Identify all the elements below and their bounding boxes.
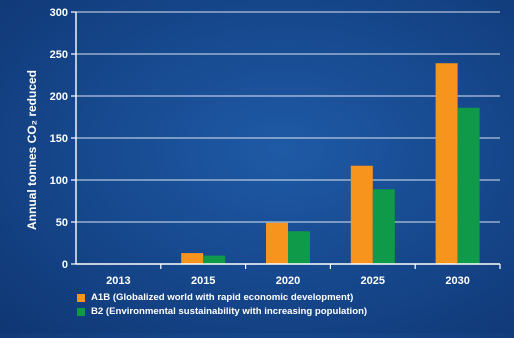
bar-b2: [288, 231, 310, 264]
y-tick-label: 100: [50, 175, 68, 187]
y-tick-label: 0: [62, 259, 68, 271]
y-tick-label: 200: [50, 91, 68, 103]
y-axis-label: Annual tonnes CO₂ reduced: [25, 70, 39, 230]
bar-b2: [372, 189, 395, 264]
x-tick-label: 2015: [191, 275, 215, 287]
bars: [181, 63, 480, 264]
x-tick-label: 2030: [445, 275, 469, 287]
x-tick-label: 2020: [276, 275, 300, 287]
bar-a1b: [435, 63, 458, 264]
y-tick-label: 300: [50, 7, 68, 19]
legend: A1B (Globalized world with rapid economi…: [77, 291, 367, 319]
bar-a1b: [266, 222, 288, 264]
x-tick-label: 2025: [361, 275, 385, 287]
x-tick-label: 2013: [106, 275, 130, 287]
legend-swatch-a1b: [77, 294, 85, 302]
legend-item-b2: B2 (Environmental sustainability with in…: [77, 305, 367, 319]
bar-b2: [457, 107, 480, 264]
bar-a1b: [181, 253, 204, 264]
legend-label-a1b: A1B (Globalized world with rapid economi…: [91, 292, 354, 303]
bar-b2: [203, 255, 226, 264]
bar-a1b: [350, 165, 373, 264]
legend-label-b2: B2 (Environmental sustainability with in…: [91, 306, 368, 317]
axes: 0 50 100 150 200 250 300 2013 2015 2020 2025 2030: [50, 7, 501, 287]
gridlines: [76, 11, 500, 223]
legend-swatch-b2: [77, 308, 85, 316]
y-tick-label: 150: [50, 133, 68, 145]
y-tick-label: 250: [50, 49, 68, 61]
y-tick-label: 50: [56, 217, 68, 229]
legend-item-a1b: A1B (Globalized world with rapid economi…: [77, 291, 367, 305]
